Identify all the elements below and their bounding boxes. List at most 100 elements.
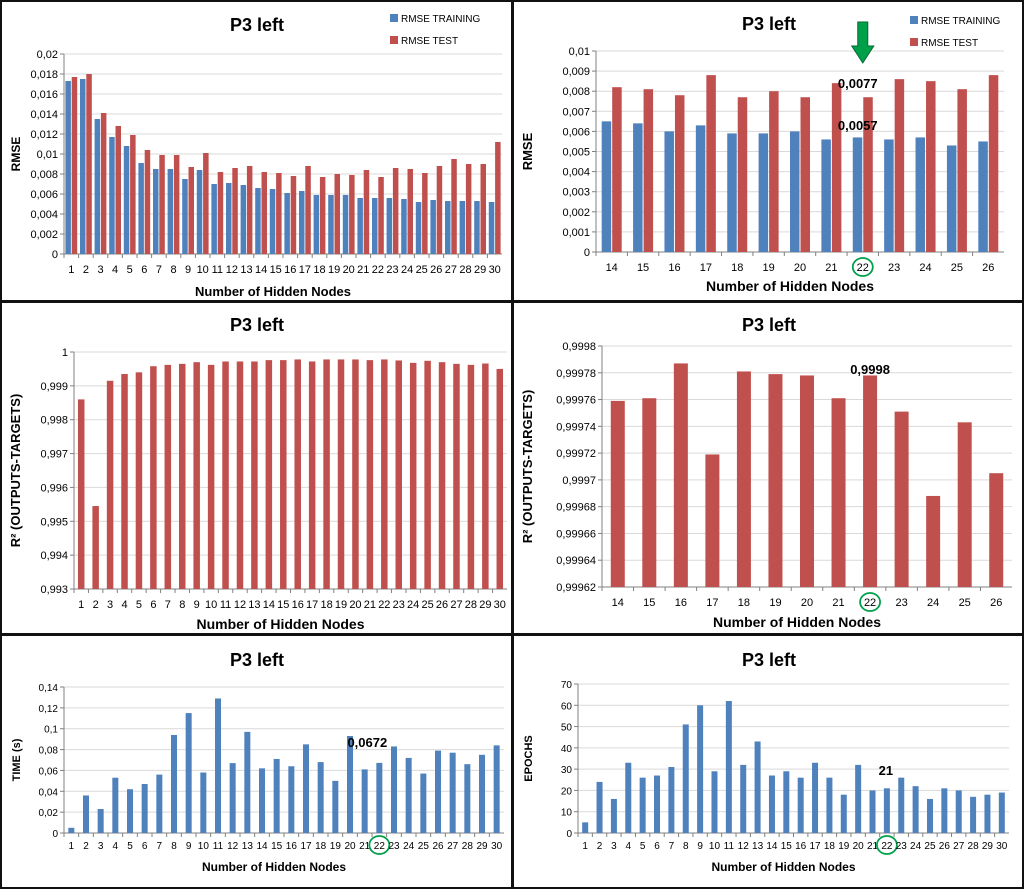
annotation-label: 0,0077	[838, 76, 878, 91]
x-tick-label: 27	[953, 841, 965, 852]
bar	[332, 780, 339, 833]
x-tick-label: 30	[489, 264, 501, 276]
x-tick-label: 26	[432, 841, 444, 852]
bar	[831, 398, 846, 587]
bar	[109, 137, 115, 254]
bar	[106, 380, 114, 589]
bar	[381, 359, 388, 589]
panel-epochs: 0 10 20 30 40 50 60 70 1 2 3 4 5 6 7 8 9 10 11 12 13 14 15 16 17…	[514, 636, 1022, 887]
bar	[695, 125, 706, 252]
x-tick-label: 21	[357, 264, 369, 276]
x-tick-label: 12	[227, 841, 239, 852]
bar	[211, 184, 217, 254]
bar	[768, 374, 783, 587]
y-tick-label: 0,9998	[562, 341, 596, 353]
bar	[682, 724, 689, 833]
bar	[926, 495, 941, 587]
bar	[269, 189, 276, 254]
x-tick-label: 15	[643, 597, 655, 609]
bar	[869, 790, 876, 833]
x-tick-label: 21	[359, 841, 371, 852]
x-tick-label: 26	[430, 264, 442, 276]
chart-title: P3 left	[230, 650, 284, 670]
x-tick-label: 13	[242, 841, 254, 852]
bar	[989, 473, 1004, 587]
bar	[459, 201, 466, 254]
y-tick-label: 0,99964	[556, 555, 596, 567]
y-axis-label: RMSE	[9, 137, 23, 172]
bar	[826, 777, 833, 833]
bar	[138, 163, 144, 254]
x-tick-label: 5	[127, 264, 133, 276]
y-tick-label: 0,995	[40, 516, 68, 528]
legend-label: RMSE TEST	[401, 36, 458, 47]
bar	[159, 155, 165, 254]
x-tick-label: 20	[801, 597, 813, 609]
bar	[453, 363, 460, 589]
bar	[349, 175, 355, 254]
y-axis-label: TIME (s)	[11, 738, 23, 781]
x-tick-label: 23	[888, 262, 900, 274]
bar	[313, 195, 320, 254]
legend-label: RMSE TRAINING	[401, 14, 480, 25]
y-tick-label: 0	[566, 829, 572, 840]
x-tick-label: 15	[277, 599, 289, 611]
bar	[435, 750, 441, 833]
bar	[674, 95, 685, 252]
bar	[334, 174, 340, 254]
bar	[894, 411, 909, 587]
bar	[319, 177, 326, 254]
x-tick-label: 16	[675, 597, 687, 609]
bar	[303, 744, 309, 833]
y-tick-label: 0,99974	[556, 421, 596, 433]
x-tick-label: 9	[185, 264, 191, 276]
bar	[464, 764, 471, 833]
y-tick-label: 0,005	[562, 147, 590, 159]
bar	[246, 166, 253, 254]
bar	[203, 153, 209, 254]
x-tick-label: 14	[255, 264, 267, 276]
bar	[215, 698, 221, 833]
bar	[100, 113, 107, 254]
x-tick-label: 12	[738, 841, 750, 852]
x-tick-label: 1	[78, 599, 84, 611]
x-tick-label: 21	[867, 841, 879, 852]
x-tick-label: 10	[709, 841, 721, 852]
bar	[821, 139, 831, 252]
y-tick-label: 0,02	[37, 49, 58, 61]
bar	[984, 794, 991, 833]
bar	[378, 177, 384, 254]
bar	[171, 734, 177, 833]
x-tick-label: 29	[982, 841, 994, 852]
y-axis-label: EPOCHS	[523, 735, 535, 781]
y-axis-label: R² (OUTPUTS-TARGETS)	[520, 390, 535, 544]
y-tick-label: 0,002	[562, 207, 590, 219]
x-axis-label: Number of Hidden Nodes	[713, 614, 881, 630]
y-axis-label: R² (OUTPUTS-TARGETS)	[8, 394, 23, 548]
x-tick-label: 14	[256, 841, 268, 852]
x-tick-label: 15	[271, 841, 283, 852]
x-tick-label: 25	[418, 841, 430, 852]
x-tick-label: 18	[731, 262, 743, 274]
bar	[71, 77, 78, 254]
bar	[496, 368, 504, 589]
y-tick-label: 0,999	[40, 381, 68, 393]
x-tick-label: 7	[157, 841, 163, 852]
x-tick-label: 19	[769, 597, 781, 609]
panel-r2-all: 0,993 0,994 0,995 0,996 0,997 0,998 0,999 1 1 2 3 4…	[2, 303, 511, 633]
bar	[150, 366, 157, 589]
x-axis-label: Number of Hidden Nodes	[196, 616, 364, 632]
y-tick-label: 0,016	[30, 89, 58, 101]
bar	[290, 176, 297, 254]
x-tick-label: 20	[853, 841, 865, 852]
x-tick-label: 22	[374, 841, 386, 852]
panel-r2-zoom: 0,99962 0,99964 0,99966 0,99968 0,9997 0,9997…	[514, 303, 1022, 633]
x-tick-label: 23	[895, 597, 907, 609]
x-tick-label: 10	[205, 599, 217, 611]
y-tick-label: 0,018	[30, 69, 58, 81]
bar	[758, 133, 769, 252]
bar	[840, 794, 847, 833]
bar	[633, 123, 643, 252]
x-tick-label: 6	[150, 599, 156, 611]
x-tick-label: 22	[372, 264, 384, 276]
